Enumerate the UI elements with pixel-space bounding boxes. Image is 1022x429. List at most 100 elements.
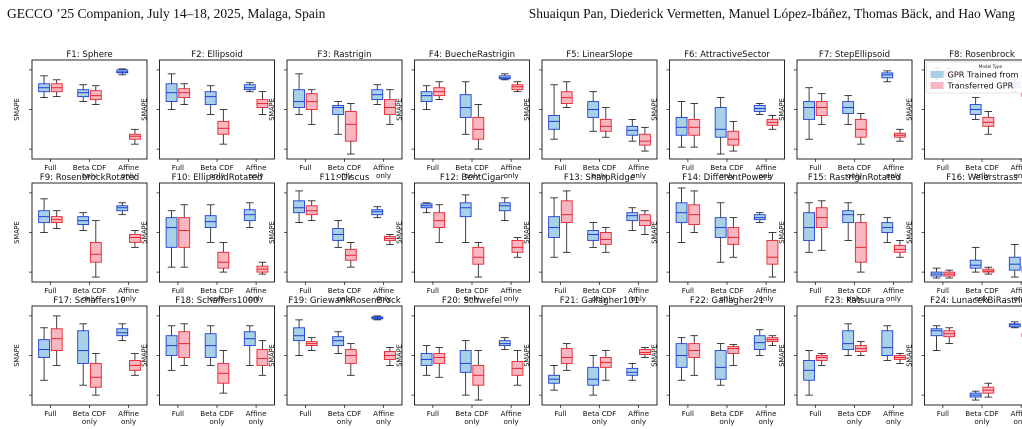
box-transferred xyxy=(89,85,102,105)
x-tick-label: only xyxy=(503,417,519,426)
x-tick-label: Full xyxy=(682,286,694,295)
iqr-box xyxy=(89,362,102,388)
subplot-title: F19: GriewankRosenBrock xyxy=(288,296,400,306)
box-transferred xyxy=(639,347,651,358)
box-transferred xyxy=(511,237,524,258)
box-transferred xyxy=(129,353,141,376)
box-scratch xyxy=(714,343,727,386)
box-transferred xyxy=(766,232,779,278)
x-tick-label: only xyxy=(719,417,735,426)
x-tick-label: Beta CDF xyxy=(838,409,872,418)
x-tick-label: Affine xyxy=(756,286,777,295)
iqr-box xyxy=(344,111,357,142)
y-axis-label: SMAPE xyxy=(523,344,531,367)
box-scratch xyxy=(243,202,256,228)
y-axis-label: SMAPE xyxy=(396,344,404,367)
box-scratch xyxy=(714,97,727,155)
subplot-title: F12: BentCigar xyxy=(440,173,505,183)
iqr-box xyxy=(727,227,740,245)
x-tick-label: Full xyxy=(809,163,821,172)
x-tick-label: Affine xyxy=(118,286,139,295)
x-tick-label: Full xyxy=(809,286,821,295)
subplot-title: F5: LinearSlope xyxy=(566,50,633,60)
x-tick-label: Beta CDF xyxy=(965,163,999,172)
box-scratch xyxy=(165,210,178,268)
box-transferred xyxy=(560,343,573,371)
plot-frame xyxy=(414,305,530,406)
box-scratch xyxy=(498,337,511,350)
x-tick-label: Full xyxy=(937,286,949,295)
y-axis-label: SMAPE xyxy=(778,98,786,121)
box-transferred xyxy=(178,83,191,105)
iqr-box xyxy=(165,217,178,248)
subplot-title: F1: Sphere xyxy=(66,50,112,60)
iqr-box xyxy=(548,114,560,130)
x-tick-label: Full xyxy=(427,163,439,172)
box-scratch xyxy=(293,73,305,115)
box-transferred xyxy=(50,79,63,98)
box-transferred xyxy=(344,103,357,155)
box-scratch xyxy=(38,75,50,99)
x-tick-label: Full xyxy=(44,286,56,295)
legend-label: Transferred GPR xyxy=(947,80,1014,90)
x-tick-label: Affine xyxy=(373,286,394,295)
plot-frame xyxy=(541,182,658,283)
x-tick-label: Full xyxy=(44,409,56,418)
x-tick-label: only xyxy=(974,171,990,180)
box-scratch xyxy=(293,190,305,224)
box-transferred xyxy=(688,103,701,148)
x-tick-label: only xyxy=(847,417,863,426)
box-transferred xyxy=(344,241,357,268)
box-scratch xyxy=(204,325,217,366)
box-transferred xyxy=(256,91,269,115)
box-scratch xyxy=(803,202,815,253)
x-tick-label: only xyxy=(337,417,353,426)
box-scratch xyxy=(803,87,815,140)
x-tick-label: Affine xyxy=(373,409,394,418)
subplot-title: F18: Schaffers1000 xyxy=(175,296,259,306)
box-transferred xyxy=(344,343,357,376)
x-tick-label: only xyxy=(886,417,902,426)
y-axis-label: SMAPE xyxy=(651,98,659,121)
box-scratch xyxy=(930,267,943,279)
x-tick-label: only xyxy=(847,294,863,303)
x-tick-label: only xyxy=(503,294,519,303)
plot-frame xyxy=(541,305,658,406)
x-tick-label: Full xyxy=(44,163,56,172)
subplot-title: F13: SharpRidge xyxy=(564,173,635,183)
x-tick-label: Full xyxy=(299,409,311,418)
iqr-box xyxy=(217,251,230,269)
box-scratch xyxy=(803,350,815,396)
box-scratch xyxy=(587,222,600,248)
x-tick-label: only xyxy=(209,294,225,303)
iqr-box xyxy=(256,349,269,366)
x-tick-label: Affine xyxy=(883,409,904,418)
subplot-title: F4: BuecheRastrigin xyxy=(429,50,515,60)
box-scratch xyxy=(38,198,50,233)
x-tick-label: only xyxy=(121,417,137,426)
box-transferred xyxy=(943,269,956,279)
y-axis-label: SMAPE xyxy=(13,221,21,244)
x-tick-label: Beta CDF xyxy=(965,409,999,418)
box-scratch xyxy=(77,323,90,386)
iqr-box xyxy=(969,259,982,269)
box-scratch xyxy=(881,217,894,243)
iqr-box xyxy=(38,339,50,358)
iqr-box xyxy=(178,331,191,358)
iqr-box xyxy=(803,101,815,120)
box-scratch xyxy=(371,84,384,105)
box-scratch xyxy=(881,325,894,361)
box-scratch xyxy=(332,220,345,248)
iqr-box xyxy=(332,105,345,115)
subplot-title: F23: Katsuura xyxy=(825,296,885,306)
x-tick-label: Affine xyxy=(883,163,904,172)
plot-frame xyxy=(159,305,275,406)
x-tick-label: Affine xyxy=(246,409,267,418)
iqr-box xyxy=(459,94,472,118)
x-tick-label: Beta CDF xyxy=(838,286,872,295)
box-scratch xyxy=(293,319,305,356)
